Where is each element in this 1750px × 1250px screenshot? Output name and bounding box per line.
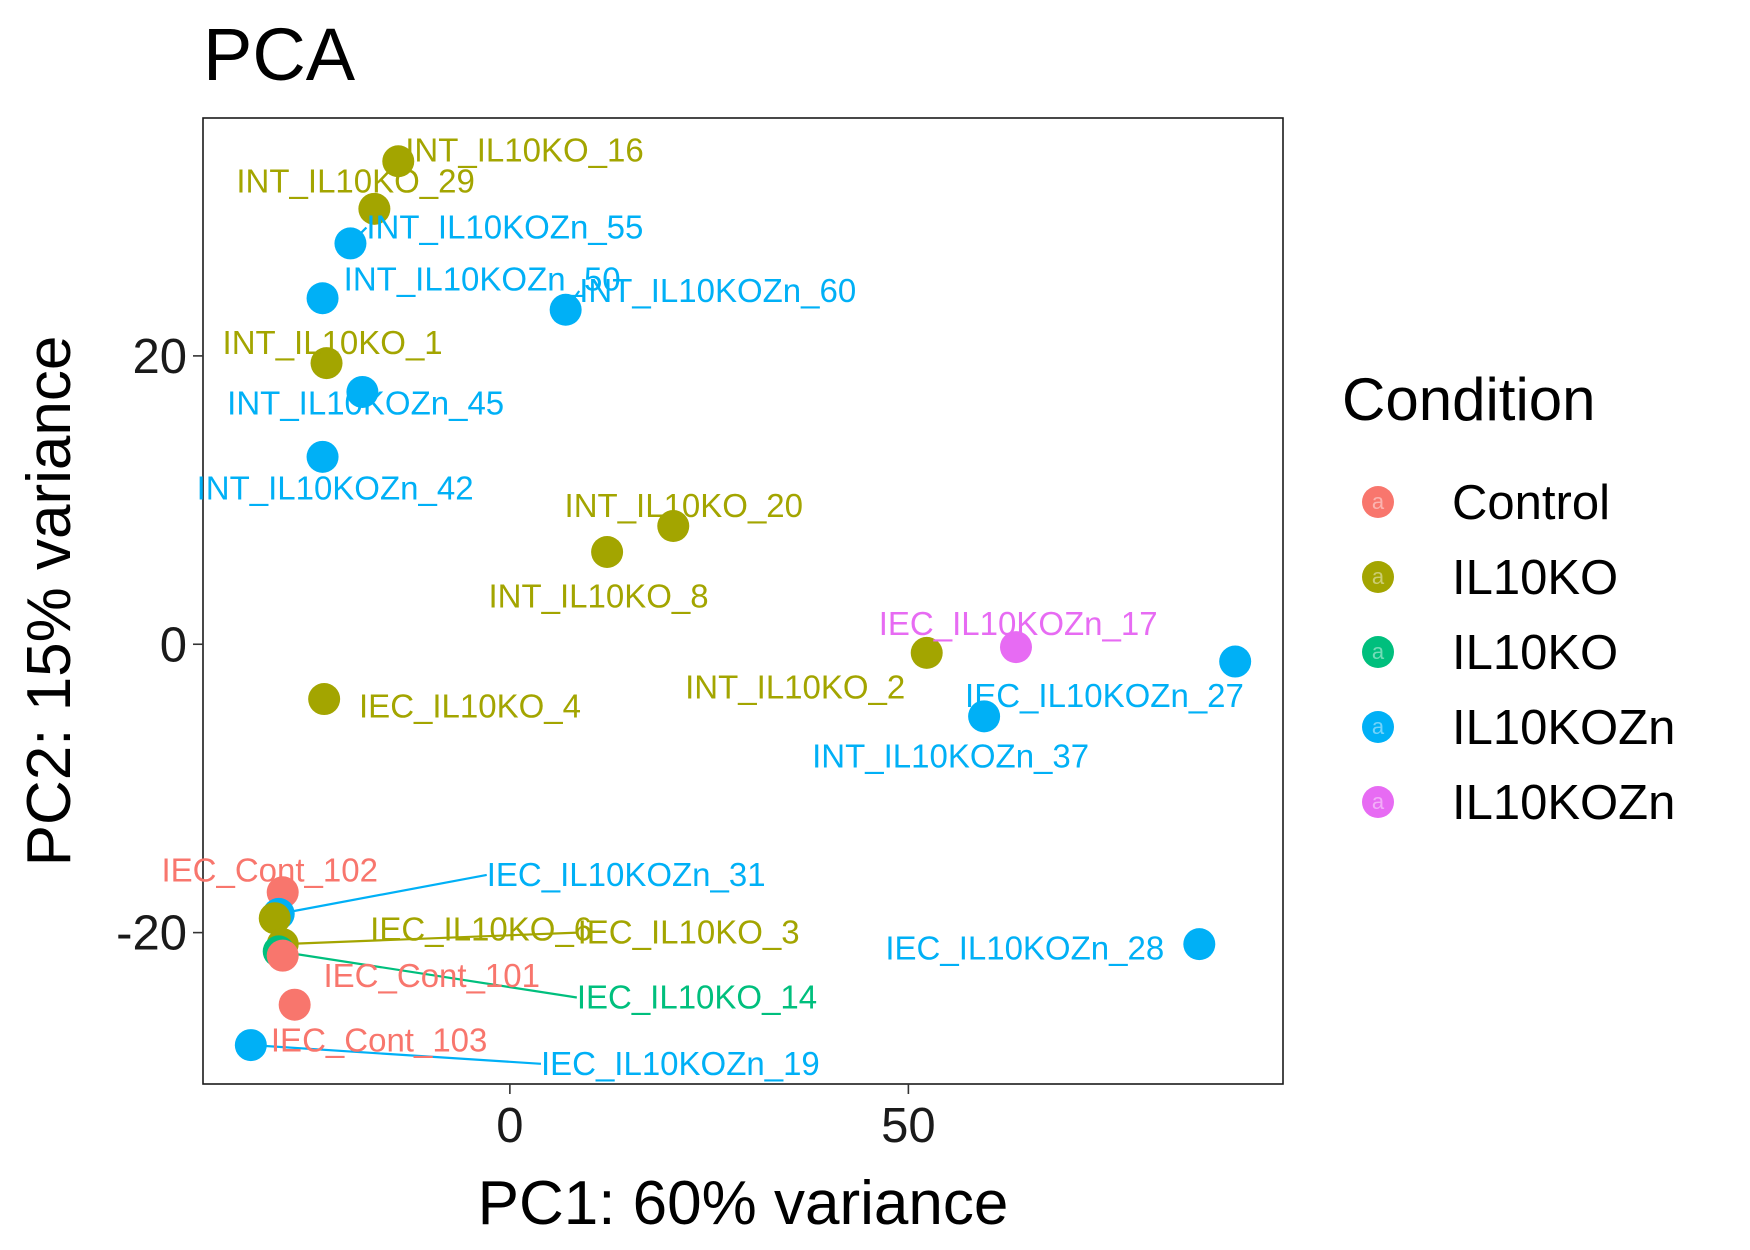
point-label: IEC_Cont_102 bbox=[161, 852, 377, 889]
data-point bbox=[358, 192, 391, 225]
data-point bbox=[278, 988, 311, 1021]
data-point bbox=[334, 227, 367, 260]
legend-label: IL10KOZn bbox=[1452, 776, 1675, 830]
point-label: INT_IL10KOZn_37 bbox=[812, 738, 1089, 775]
legend-title: Condition bbox=[1342, 366, 1596, 433]
point-label: IEC_IL10KOZn_19 bbox=[541, 1045, 820, 1082]
data-point bbox=[308, 683, 341, 716]
y-axis-title: PC2: 15% variance bbox=[15, 336, 84, 867]
point-label: IEC_IL10KOZn_17 bbox=[879, 605, 1158, 642]
data-point bbox=[258, 902, 291, 935]
point-label: INT_IL10KO_20 bbox=[565, 487, 803, 524]
data-point bbox=[1219, 645, 1252, 678]
data-point bbox=[382, 145, 415, 178]
data-point bbox=[306, 282, 339, 315]
x-tick-label: 0 bbox=[496, 1099, 523, 1153]
point-label: INT_IL10KO_1 bbox=[223, 324, 443, 361]
point-label: INT_IL10KOZn_55 bbox=[366, 209, 643, 246]
point-label: INT_IL10KO_2 bbox=[685, 669, 905, 706]
point-label: IEC_IL10KOZn_27 bbox=[965, 677, 1244, 714]
y-axis: -20 0 20 bbox=[116, 330, 203, 961]
legend-entry: a IL10KOZn bbox=[1362, 701, 1675, 755]
legend-label: Control bbox=[1452, 476, 1610, 530]
legend-key-glyph: a bbox=[1372, 564, 1385, 589]
point-label: INT_IL10KOZn_50 bbox=[344, 260, 621, 297]
data-point bbox=[1183, 928, 1216, 961]
legend-label: IL10KO bbox=[1452, 551, 1618, 605]
data-point bbox=[591, 535, 624, 568]
point-label: INT_IL10KOZn_42 bbox=[197, 470, 474, 507]
data-points bbox=[234, 145, 1252, 1062]
point-label: IEC_IL10KO_6 bbox=[370, 911, 592, 948]
data-point bbox=[657, 510, 690, 543]
chart-title: PCA bbox=[203, 13, 356, 96]
legend-entry: a IL10KO bbox=[1362, 551, 1618, 605]
leader-line bbox=[282, 931, 578, 946]
point-label: IEC_Cont_103 bbox=[271, 1022, 487, 1059]
legend-key bbox=[1362, 711, 1394, 743]
data-point bbox=[549, 293, 582, 326]
legend-entry: a Control bbox=[1362, 476, 1610, 530]
x-tick-label: 50 bbox=[881, 1099, 936, 1153]
legend-entry: a IL10KO bbox=[1362, 626, 1618, 680]
leader-line bbox=[278, 873, 487, 915]
point-label: IEC_IL10KOZn_28 bbox=[885, 929, 1164, 966]
legend-key-glyph: a bbox=[1372, 714, 1385, 739]
legend-key-glyph: a bbox=[1372, 789, 1385, 814]
x-axis: 0 50 bbox=[496, 1084, 936, 1153]
legend-key bbox=[1362, 561, 1394, 593]
plot-panel bbox=[202, 117, 1284, 1085]
legend: Condition a Control a IL10KO a IL10KO a IL10KOZ… bbox=[1342, 366, 1675, 830]
y-tick-label: 20 bbox=[132, 330, 187, 384]
data-point bbox=[234, 1029, 267, 1062]
point-label: INT_IL10KOZn_60 bbox=[579, 272, 856, 309]
point-label: INT_IL10KO_8 bbox=[489, 578, 709, 615]
legend-key-glyph: a bbox=[1372, 639, 1385, 664]
data-point bbox=[306, 440, 339, 473]
point-label: INT_IL10KO_16 bbox=[405, 131, 643, 168]
x-axis-title: PC1: 60% variance bbox=[478, 1169, 1009, 1238]
data-point bbox=[266, 939, 299, 972]
data-point bbox=[310, 347, 343, 380]
legend-label: IL10KOZn bbox=[1452, 701, 1675, 755]
legend-entry: a IL10KOZn bbox=[1362, 776, 1675, 830]
data-point bbox=[999, 631, 1032, 664]
y-tick-label: -20 bbox=[116, 907, 187, 961]
legend-key-glyph: a bbox=[1372, 489, 1385, 514]
legend-key bbox=[1362, 636, 1394, 668]
data-point bbox=[910, 636, 943, 669]
legend-key bbox=[1362, 786, 1394, 818]
point-label: IEC_IL10KO_3 bbox=[578, 914, 800, 951]
data-point bbox=[346, 375, 379, 408]
point-label: IEC_Cont_101 bbox=[324, 957, 540, 994]
leader-line bbox=[278, 950, 577, 999]
y-tick-label: 0 bbox=[160, 618, 187, 672]
point-label: INT_IL10KOZn_45 bbox=[227, 384, 504, 421]
leader-line bbox=[250, 1043, 542, 1065]
legend-key bbox=[1362, 486, 1394, 518]
point-label: IEC_IL10KO_14 bbox=[577, 978, 817, 1015]
legend-label: IL10KO bbox=[1452, 626, 1618, 680]
point-label: INT_IL10KO_29 bbox=[236, 162, 474, 199]
point-label: IEC_IL10KOZn_31 bbox=[487, 856, 766, 893]
data-point bbox=[968, 700, 1001, 733]
point-label: IEC_IL10KO_4 bbox=[359, 687, 581, 724]
